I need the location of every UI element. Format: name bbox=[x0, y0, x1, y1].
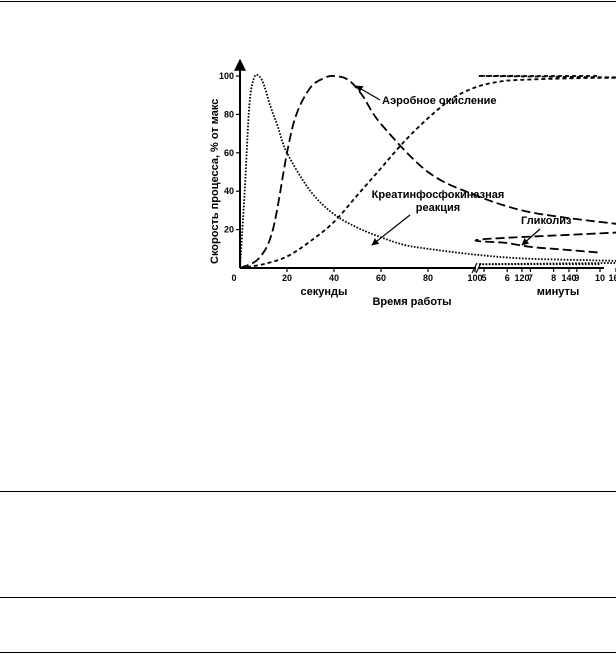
x-tick-label-seconds: 140 bbox=[561, 273, 576, 283]
top-rule bbox=[0, 1, 616, 2]
y-tick-label: 20 bbox=[224, 225, 234, 235]
lower-rule bbox=[0, 597, 616, 598]
arrow-creatine bbox=[371, 214, 411, 246]
y-ticks: 20 40 60 80 100 bbox=[219, 71, 240, 235]
x-tick-label-seconds: 80 bbox=[423, 273, 433, 283]
x-ticks: 204060801001201401601805678910 bbox=[282, 268, 616, 283]
x-tick-label-seconds: 120 bbox=[514, 273, 529, 283]
y-axis-label: Скорость процесса, % от макс bbox=[209, 99, 221, 264]
series-label-creatine-line1: Креатинфосфокиназная bbox=[372, 189, 505, 201]
x-tick-label-seconds: 20 bbox=[282, 273, 292, 283]
x-tick-label-minutes: 10 bbox=[595, 273, 605, 283]
series-line-aerobic-oxidation bbox=[239, 74, 616, 269]
y-tick-label: 80 bbox=[224, 109, 234, 119]
x-tick-label-seconds: 40 bbox=[329, 273, 339, 283]
series-line-creatine-phosphokinase bbox=[239, 73, 616, 269]
x-tick-label-seconds: 100 bbox=[467, 273, 482, 283]
x-tick-label-seconds: 60 bbox=[376, 273, 386, 283]
x-tick-label-minutes: 9 bbox=[574, 273, 579, 283]
series-line-glycolysis bbox=[239, 75, 616, 269]
x-unit-minutes: минуты bbox=[537, 286, 580, 298]
curves bbox=[239, 73, 616, 269]
series-label-aerobic: Аэробное окисление bbox=[382, 95, 497, 107]
series-label-glycolysis: Гликолиз bbox=[521, 215, 572, 227]
x-tick-label-seconds: 160 bbox=[608, 273, 616, 283]
series-label-creatine-line2: реакция bbox=[416, 202, 460, 214]
y-tick-label: 40 bbox=[224, 186, 234, 196]
bottom-rule bbox=[0, 652, 616, 653]
y-tick-label: 60 bbox=[224, 148, 234, 158]
y-tick-label: 100 bbox=[219, 71, 234, 81]
middle-rule bbox=[0, 491, 616, 492]
origin-tick: 0 bbox=[231, 273, 236, 283]
x-tick-label-minutes: 7 bbox=[528, 273, 533, 283]
x-unit-seconds: секунды bbox=[301, 286, 348, 298]
x-tick-label-minutes: 5 bbox=[481, 273, 486, 283]
x-tick-label-minutes: 8 bbox=[551, 273, 556, 283]
x-axis-label: Время работы bbox=[372, 296, 451, 308]
x-tick-label-minutes: 6 bbox=[505, 273, 510, 283]
arrow-glycolysis bbox=[521, 228, 541, 246]
arrow-aerobic bbox=[355, 85, 381, 101]
